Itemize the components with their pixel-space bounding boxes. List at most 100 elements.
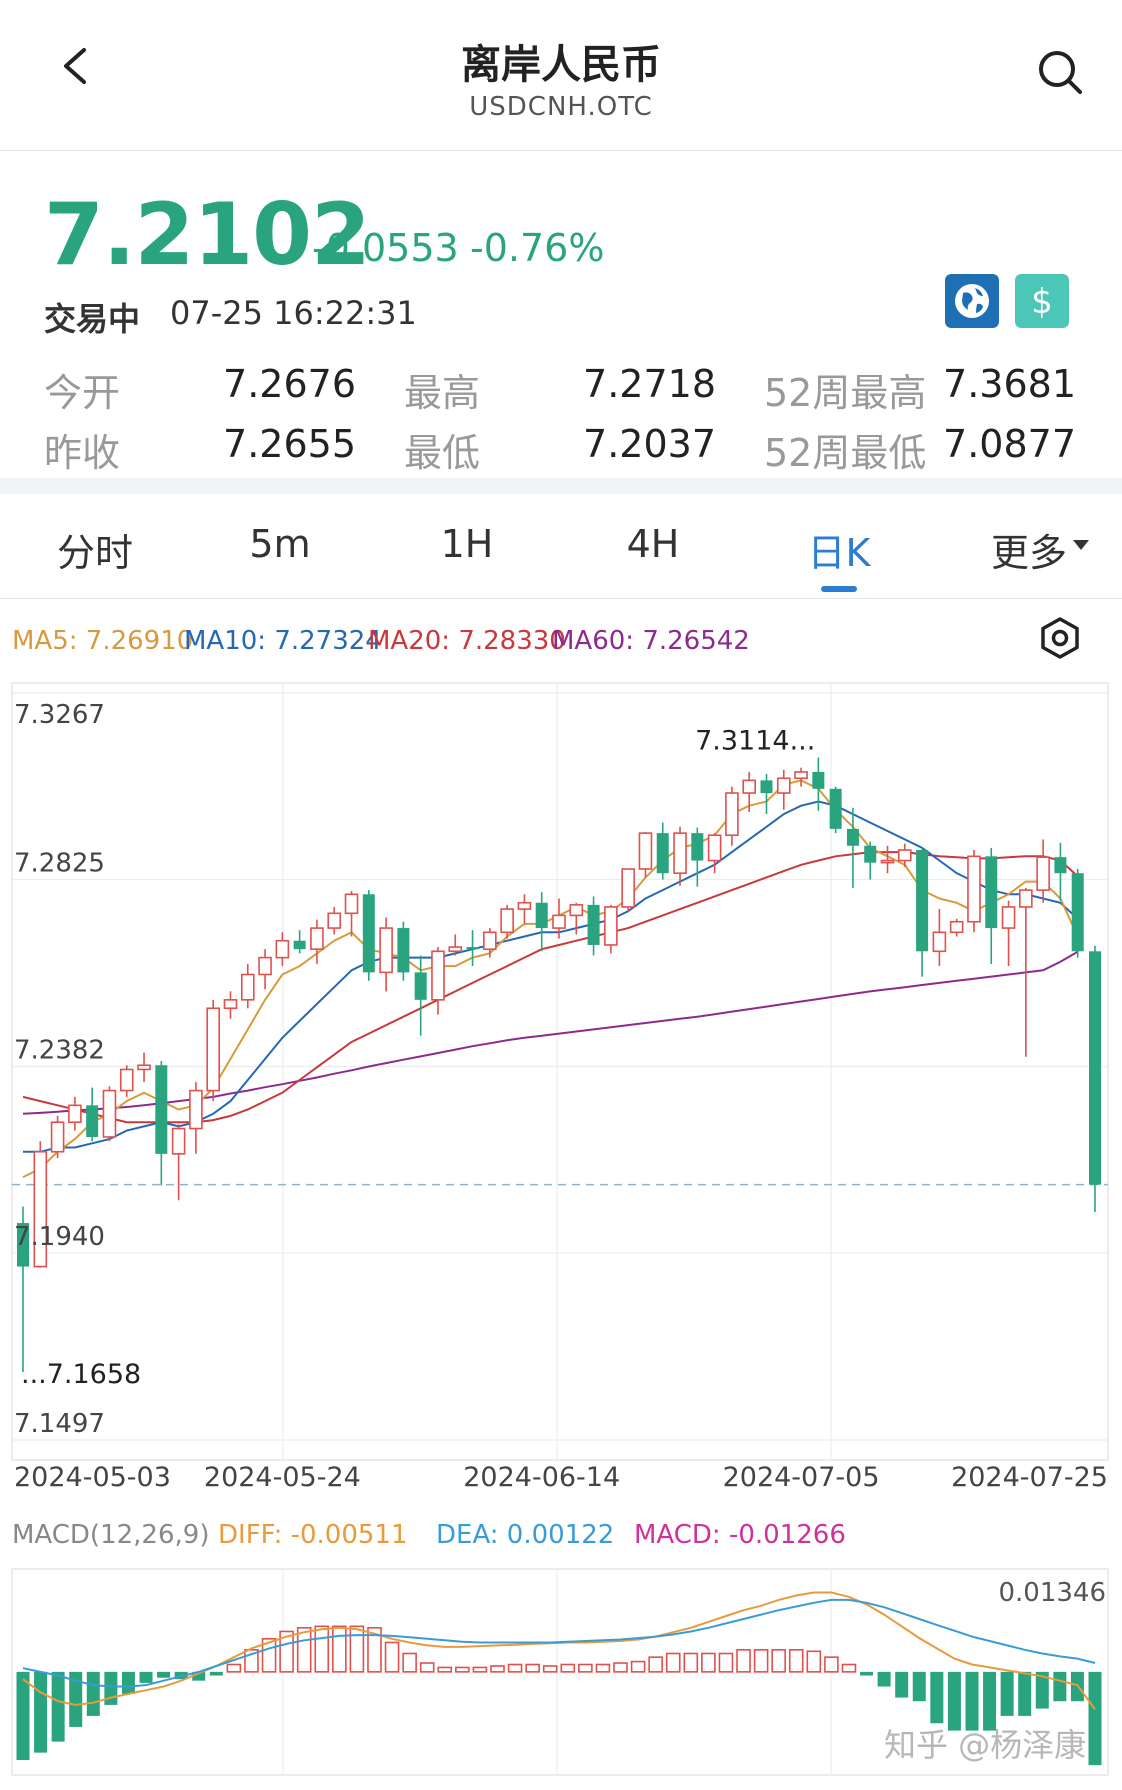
macd-bar [437,1666,453,1673]
candle [760,774,773,815]
candle [414,955,427,1036]
candle [327,906,342,935]
watermark: 知乎 @杨泽康 [884,1726,1087,1764]
macd-bar [296,1626,312,1673]
candle-body [86,1105,99,1137]
candle-body [397,928,410,973]
candle-body [621,868,635,908]
candle [397,921,410,981]
x-tick-label: 2024-05-24 [204,1462,361,1493]
macd-bar [226,1663,242,1673]
candle-body [327,912,342,929]
high-value: 7.2718 [583,362,716,406]
candle [50,1115,65,1159]
macd-bar [419,1662,435,1673]
x-tick-label: 2024-06-14 [463,1462,620,1493]
tab-daily-k[interactable]: 日K [807,531,871,575]
macd-bar [121,1671,135,1694]
candle [466,930,479,967]
candle [880,845,895,874]
y-tick-label: 7.3267 [14,700,105,730]
chevron-left-icon[interactable] [58,48,94,84]
price-change: -0.0553 [312,226,459,270]
x-tick-label: 2024-07-25 [951,1462,1108,1493]
candle-body [431,950,445,1001]
open-label: 今开 [44,371,121,415]
candle-body [500,908,514,934]
macd-bar [367,1626,382,1673]
candle-body [137,1064,151,1071]
settings-hexagon-icon[interactable] [1038,616,1082,660]
candle [535,892,548,952]
search-icon[interactable] [1036,48,1084,96]
candle-body [1019,889,1033,908]
candle [102,1086,117,1142]
candle [448,934,463,956]
wk52-low-label: 52周最低 [764,431,927,475]
macd-bar [332,1625,347,1673]
max-price-annotation: 7.3114... [695,726,815,757]
macd-bar [947,1671,961,1731]
candle-body [102,1089,117,1138]
tab-5m[interactable]: 5m [249,522,311,566]
candle [569,902,584,935]
candle-body [119,1068,134,1092]
candle-body [448,946,463,953]
candle [638,831,653,878]
candle [742,771,756,813]
candle-body [275,939,290,959]
candle [846,807,859,888]
tab-4h[interactable]: 4H [626,522,680,566]
section-separator [0,478,1122,494]
tab-1h[interactable]: 1H [440,522,494,566]
macd-bar [1053,1671,1067,1702]
candlestick-chart: 7.3267 7.2825 7.2382 7.1940 7.1497 7.3114....… [11,682,1109,1493]
open-value: 7.2676 [223,362,356,406]
candle-body [673,832,687,875]
price-change-percent: -0.76% [470,226,605,270]
candle-body [1089,951,1101,1185]
macd-bar [877,1671,891,1687]
macd-bar [1000,1671,1014,1716]
macd-bar [51,1671,65,1742]
macd-bar [983,1671,997,1731]
candle [310,919,324,964]
candle [206,999,220,1102]
caret-down-icon[interactable] [1072,538,1090,552]
candle-body [725,792,739,837]
candle-body [638,832,653,870]
candle-body [707,834,722,862]
globe-icon[interactable] [945,274,999,328]
candle [240,963,255,1009]
candle-body [414,972,427,1000]
candle [916,847,929,977]
macd-bar [157,1671,171,1678]
candle [362,890,375,981]
candle-body [155,1065,168,1154]
macd-bar [139,1671,153,1683]
macd-bar [701,1652,716,1673]
candle-body [760,780,773,794]
macd-chart: 0.01346 [11,1568,1109,1776]
candle [431,947,445,1015]
candle [949,918,964,937]
macd-bar [718,1652,734,1673]
candle [1001,900,1016,967]
candle [379,917,393,992]
candle-body [656,833,669,874]
candle-body [535,902,548,929]
wk52-low-value: 7.0877 [943,422,1076,466]
macd-label: MACD(12,26,9) [12,1520,210,1550]
macd-bar [771,1649,786,1673]
tab-more[interactable]: 更多 [990,531,1067,575]
candle-body [1001,906,1016,929]
tab-intraday[interactable]: 分时 [56,531,133,575]
candle [587,896,600,956]
macd-bar [648,1656,663,1673]
macd-bar [613,1662,628,1673]
ma60-legend: MA60: 7.26542 [552,626,750,656]
wk52-high-value: 7.3681 [943,362,1076,406]
dollar-icon[interactable]: $ [1015,274,1069,328]
candle-body [587,904,600,945]
candle-body [171,1127,186,1155]
